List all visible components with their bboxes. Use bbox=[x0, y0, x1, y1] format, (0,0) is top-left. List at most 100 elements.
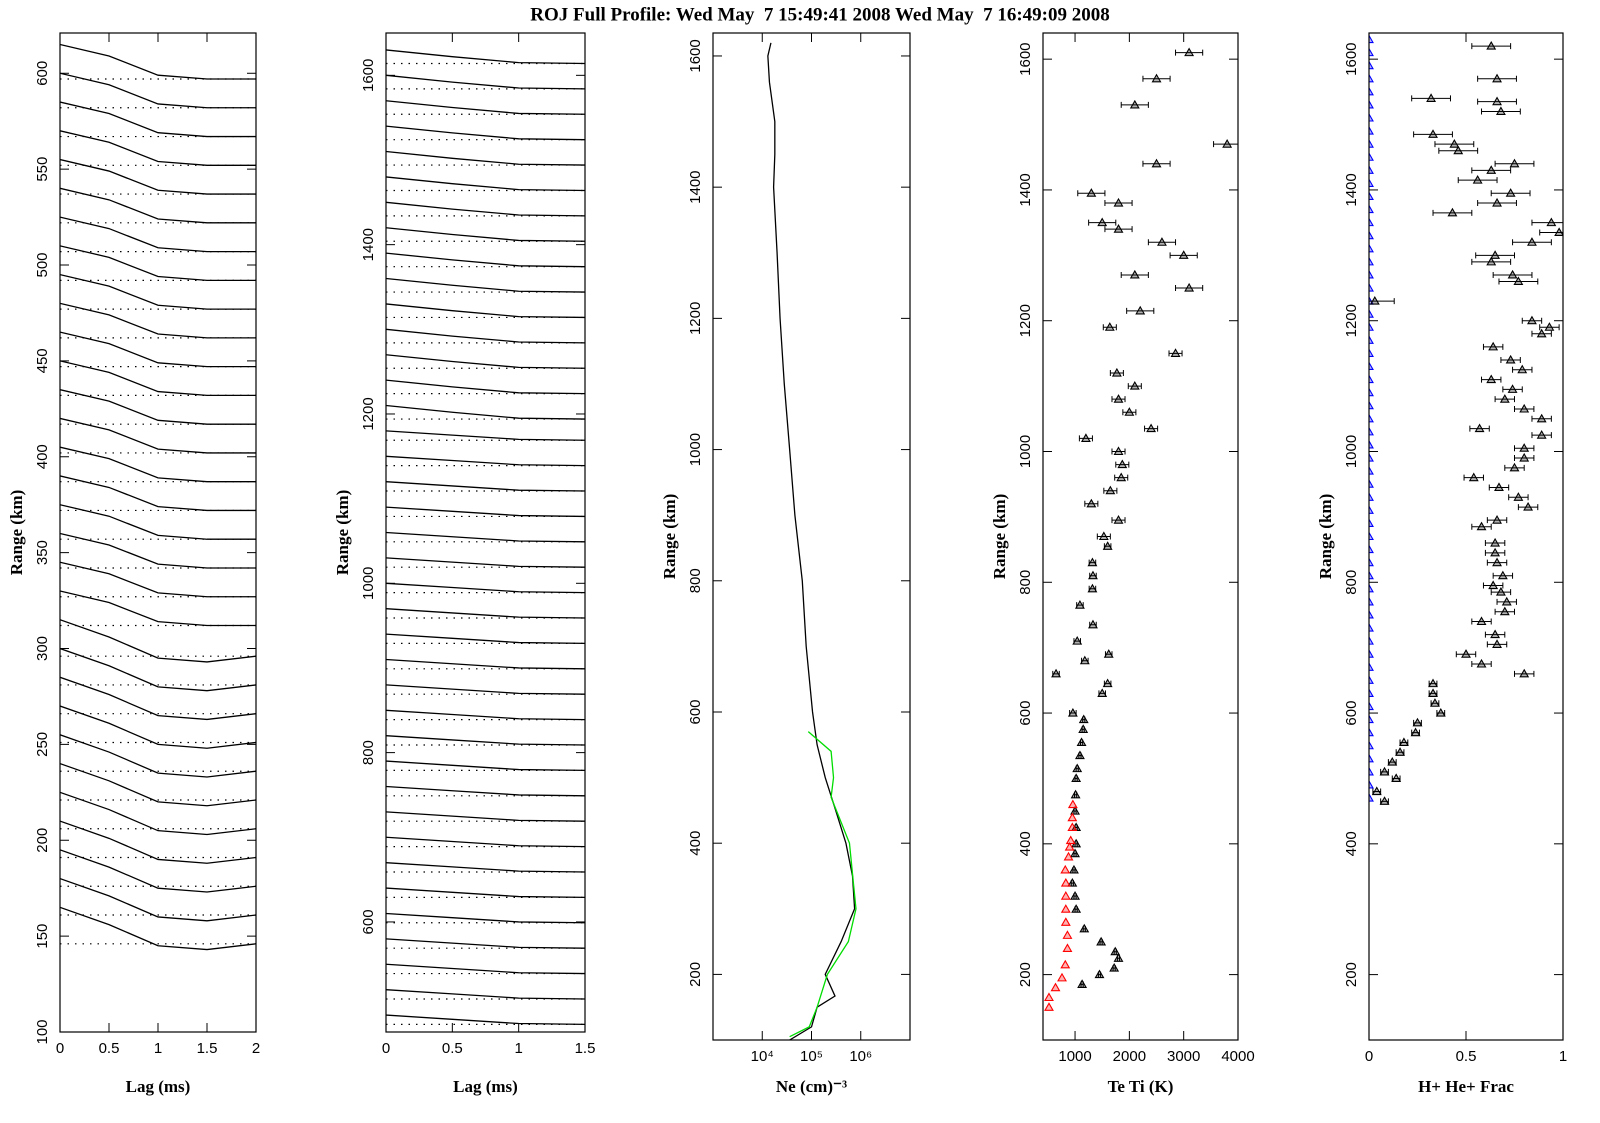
y-axis-label: Range (km) bbox=[1316, 494, 1335, 579]
y-tick-label: 1000 bbox=[360, 567, 377, 600]
y-tick-label: 100 bbox=[34, 1019, 51, 1044]
lag-profile bbox=[60, 245, 256, 282]
error-bar bbox=[1111, 448, 1126, 455]
y-tick-label: 200 bbox=[34, 828, 51, 853]
lag-profile bbox=[60, 820, 256, 864]
marker bbox=[1369, 165, 1374, 174]
marker bbox=[1430, 698, 1440, 707]
x-tick-label: 0 bbox=[382, 1040, 390, 1057]
panel bbox=[1044, 47, 1238, 1011]
marker bbox=[1065, 835, 1076, 845]
error-bar bbox=[1512, 366, 1533, 373]
lag-profile bbox=[386, 277, 585, 293]
error-bar bbox=[1539, 229, 1563, 236]
lag-profile bbox=[60, 360, 256, 397]
marker bbox=[1060, 904, 1071, 913]
lag-profile bbox=[386, 633, 585, 645]
lag-profile bbox=[60, 647, 256, 692]
error-bar bbox=[1471, 167, 1512, 174]
y-tick-label: 200 bbox=[1017, 962, 1034, 987]
lag-profile bbox=[386, 125, 585, 141]
panel bbox=[767, 42, 857, 1040]
marker bbox=[1146, 423, 1157, 433]
marker bbox=[1507, 269, 1518, 279]
marker bbox=[1472, 175, 1483, 184]
error-bar bbox=[1486, 559, 1508, 566]
lag-profile bbox=[386, 735, 585, 746]
marker bbox=[1546, 217, 1557, 227]
marker bbox=[1129, 99, 1140, 109]
lag-profile bbox=[386, 862, 585, 873]
marker bbox=[1369, 505, 1374, 514]
error-bar bbox=[1126, 307, 1155, 314]
marker bbox=[1070, 789, 1081, 799]
marker bbox=[1492, 73, 1502, 83]
lag-profile bbox=[386, 684, 585, 695]
marker bbox=[1379, 766, 1390, 776]
marker bbox=[1129, 380, 1140, 390]
error-bar bbox=[1471, 258, 1512, 265]
lag-profile bbox=[386, 455, 585, 467]
y-tick-label: 200 bbox=[1343, 962, 1360, 987]
y-tick-label: 1200 bbox=[360, 397, 377, 430]
marker bbox=[1064, 841, 1075, 851]
marker bbox=[1428, 129, 1438, 138]
marker bbox=[1124, 407, 1135, 416]
lag-profile bbox=[60, 216, 256, 253]
marker bbox=[1078, 724, 1089, 733]
marker bbox=[1492, 557, 1502, 567]
marker bbox=[1494, 482, 1504, 492]
marker bbox=[1505, 188, 1516, 197]
lag-profile bbox=[60, 561, 256, 598]
error-bar bbox=[1531, 219, 1563, 226]
marker bbox=[1067, 799, 1078, 809]
lag-profile bbox=[386, 303, 585, 319]
marker bbox=[1486, 256, 1497, 266]
error-bar bbox=[1531, 432, 1552, 439]
y-tick-label: 800 bbox=[687, 568, 704, 593]
error-bar bbox=[1144, 425, 1159, 432]
marker bbox=[1461, 649, 1471, 658]
lag-profile bbox=[60, 417, 256, 454]
error-bar bbox=[1115, 461, 1130, 468]
x-tick-label: 0.5 bbox=[442, 1040, 463, 1057]
error-bar bbox=[1477, 98, 1517, 105]
marker bbox=[1067, 707, 1078, 717]
error-bar bbox=[1492, 271, 1533, 278]
error-bar bbox=[1486, 641, 1508, 648]
error-bar bbox=[1496, 598, 1517, 605]
marker bbox=[1369, 531, 1374, 541]
marker bbox=[1499, 394, 1510, 403]
lag-profile bbox=[60, 101, 256, 138]
error-bar bbox=[1084, 500, 1099, 507]
error-bar bbox=[1490, 589, 1512, 596]
lag-profile bbox=[60, 619, 256, 663]
error-bar bbox=[1484, 631, 1506, 638]
marker bbox=[1554, 227, 1563, 236]
marker bbox=[1395, 747, 1405, 756]
y-tick-label: 800 bbox=[360, 740, 377, 765]
error-bar bbox=[1514, 455, 1535, 462]
marker bbox=[1509, 158, 1520, 168]
lag-profile bbox=[60, 475, 256, 512]
error-bar bbox=[1088, 219, 1117, 226]
marker bbox=[1113, 446, 1124, 456]
lag-profile bbox=[60, 446, 256, 483]
marker bbox=[1051, 668, 1061, 678]
x-tick-label: 3000 bbox=[1167, 1048, 1200, 1065]
marker bbox=[1369, 662, 1374, 671]
error-bar bbox=[1504, 464, 1525, 471]
marker bbox=[1170, 348, 1181, 357]
lag-profile bbox=[386, 354, 585, 369]
error-bar bbox=[1471, 523, 1492, 530]
marker bbox=[1428, 688, 1438, 697]
marker bbox=[1495, 106, 1506, 116]
y-tick-label: 150 bbox=[34, 924, 51, 949]
lag-profile bbox=[386, 201, 585, 217]
marker bbox=[1369, 740, 1374, 750]
error-bar bbox=[1512, 239, 1552, 246]
marker bbox=[1044, 992, 1054, 1002]
y-tick-label: 450 bbox=[34, 348, 51, 373]
marker bbox=[1536, 430, 1547, 439]
